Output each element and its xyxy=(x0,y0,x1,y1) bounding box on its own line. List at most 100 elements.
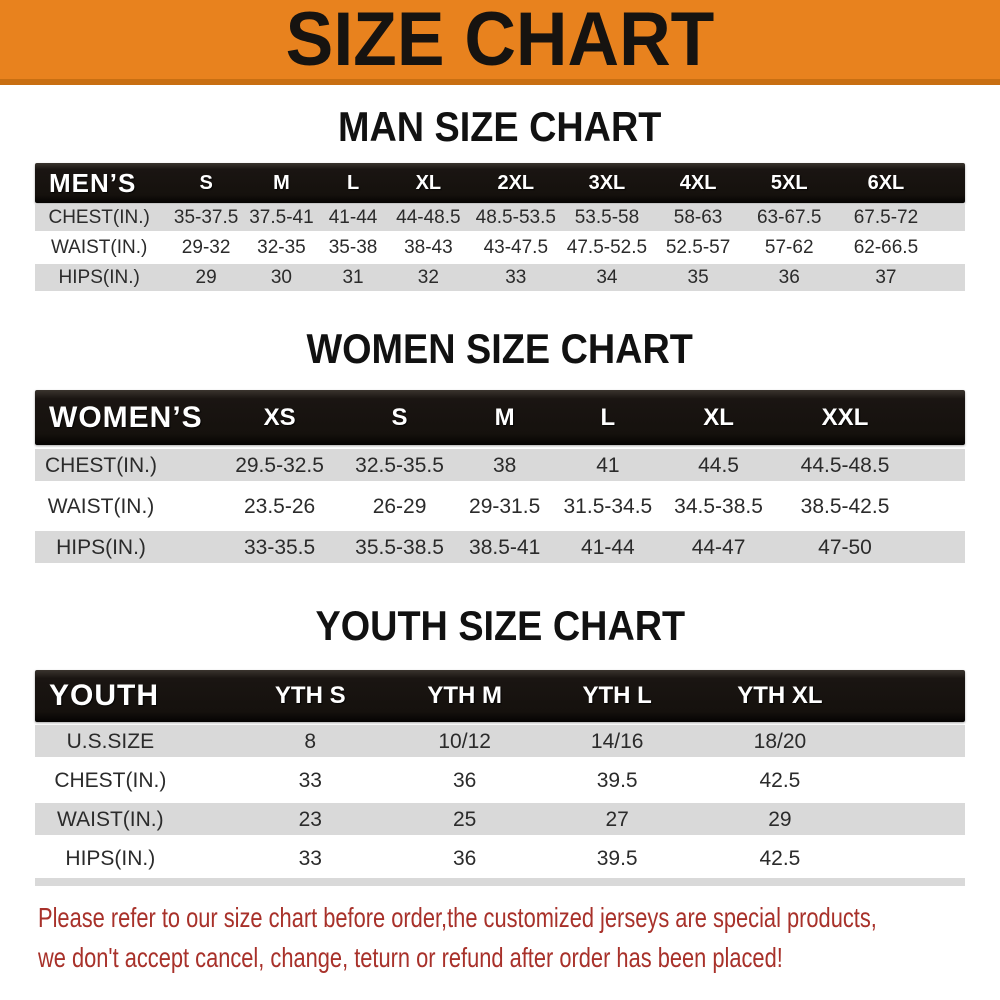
size-value: 23.5-26 xyxy=(243,494,316,518)
women-size-table: WOMEN’S XS S M L XL XXL CHEST(IN.) 29.5-32.5 32.5… xyxy=(35,390,965,568)
youth-row-chest-in: CHEST(IN.) 33 36 39.5 42.5 xyxy=(35,761,965,800)
men-size-column-header: 3XL xyxy=(588,171,626,194)
size-value: 31.5-34.5 xyxy=(563,494,653,518)
women-size-column-header: S xyxy=(391,403,408,431)
size-value: 39.5 xyxy=(596,768,638,792)
size-value: 31 xyxy=(342,267,364,288)
size-value: 44.5-48.5 xyxy=(800,453,890,477)
men-size-column-header: L xyxy=(346,171,360,194)
women-row-waist-in: WAIST(IN.) 23.5-26 26-29 29-31.5 31.5-34.5 34… xyxy=(35,486,965,527)
size-value: 8 xyxy=(304,729,317,753)
men-row-chest-in: CHEST(IN.) 35-37.5 37.5-41 41-44 44-48.5 48.5… xyxy=(35,203,965,233)
size-value: 34.5-38.5 xyxy=(674,494,763,518)
women-table-header-row: WOMEN’S XS S M L XL XXL xyxy=(35,390,965,445)
size-value: 33 xyxy=(298,846,322,870)
footer-line-1: Please refer to our size chart before or… xyxy=(38,902,877,933)
men-size-column-header: M xyxy=(273,171,290,194)
men-size-column-header: 2XL xyxy=(497,171,535,194)
men-row-waist-in: WAIST(IN.) 29-32 32-35 35-38 38-43 43-47.5 47.… xyxy=(35,233,965,263)
size-value: 14/16 xyxy=(590,729,644,753)
youth-size-column-header: YTH M xyxy=(427,682,502,709)
size-value: 53.5-58 xyxy=(574,207,640,228)
size-value: 36 xyxy=(778,267,800,288)
size-value: 47-50 xyxy=(818,535,872,559)
men-size-column-header: S xyxy=(199,171,213,194)
youth-size-column-header: YTH S xyxy=(274,682,346,709)
women-size-column-header: M xyxy=(494,403,515,431)
size-value: 58-63 xyxy=(673,207,723,228)
size-value: 38.5-42.5 xyxy=(800,494,890,518)
size-value: 39.5 xyxy=(596,846,638,870)
size-value: 37.5-41 xyxy=(249,207,314,228)
row-stripe-band xyxy=(35,234,965,261)
size-value: 29 xyxy=(195,267,217,288)
youth-row-hips-in: HIPS(IN.) 33 36 39.5 42.5 xyxy=(35,839,965,878)
size-value: 33 xyxy=(298,768,322,792)
row-label: CHEST(IN.) xyxy=(45,453,158,477)
footer-line-2: we don't accept cancel, change, teturn o… xyxy=(38,942,783,973)
youth-size-column-header: YTH XL xyxy=(737,682,823,709)
men-header-label: MEN’S xyxy=(49,167,137,198)
size-value: 32.5-35.5 xyxy=(355,453,444,477)
youth-header-label: YOUTH xyxy=(49,679,159,712)
size-value: 26-29 xyxy=(372,494,427,518)
size-value: 43-47.5 xyxy=(483,237,549,258)
size-value: 36 xyxy=(452,846,477,870)
size-value: 29-31.5 xyxy=(469,494,541,518)
size-value: 25 xyxy=(452,807,477,831)
size-value: 44-48.5 xyxy=(396,207,461,228)
size-value: 36 xyxy=(452,768,477,792)
women-size-column-header: XXL xyxy=(821,403,869,431)
size-value: 29-32 xyxy=(181,237,231,258)
row-label: WAIST(IN.) xyxy=(47,494,155,518)
youth-row-u-s-size: U.S.SIZE 8 10/12 14/16 18/20 xyxy=(35,722,965,761)
women-row-chest-in: CHEST(IN.) 29.5-32.5 32.5-35.5 38 41 44.5 44.5… xyxy=(35,445,965,486)
men-size-column-header: 5XL xyxy=(770,171,808,194)
women-size-column-header: L xyxy=(600,403,616,431)
size-value: 34 xyxy=(596,267,618,288)
youth-size-column-header: YTH L xyxy=(582,682,652,709)
size-value: 37 xyxy=(875,267,897,288)
size-value: 38.5-41 xyxy=(469,535,541,559)
footer-note-text: Please refer to our size chart before or… xyxy=(38,898,1000,978)
size-value: 62-66.5 xyxy=(853,237,919,258)
main-title: SIZE CHART xyxy=(285,0,715,82)
row-stripe-band xyxy=(35,449,965,481)
size-value: 44.5 xyxy=(698,453,739,477)
row-label: HIPS(IN.) xyxy=(56,535,146,559)
men-row-hips-in: HIPS(IN.) 29 30 31 32 33 34 35 36 37 xyxy=(35,263,965,293)
size-value: 23 xyxy=(298,807,322,831)
row-label: HIPS(IN.) xyxy=(58,267,140,288)
size-value: 38-43 xyxy=(404,237,453,258)
row-label: CHEST(IN.) xyxy=(54,768,167,792)
women-header-label: WOMEN’S xyxy=(49,400,203,434)
size-value: 41-44 xyxy=(328,207,378,228)
youth-section-title-text: YOUTH SIZE CHART xyxy=(315,602,685,649)
men-table-header-row: MEN’S S M L XL 2XL 3XL 4XL 5XL 6XL xyxy=(35,163,965,203)
size-value: 35 xyxy=(687,267,709,288)
banner: SIZE CHART xyxy=(0,0,1000,85)
row-stripe-band xyxy=(35,764,965,796)
row-label: CHEST(IN.) xyxy=(48,207,150,228)
size-value: 41 xyxy=(596,453,620,477)
size-value: 10/12 xyxy=(438,729,491,753)
size-value: 35-38 xyxy=(328,237,378,258)
size-value: 18/20 xyxy=(753,729,807,753)
content: MAN SIZE CHART MEN’S S M L XL 2XL 3XL 4XL 5XL 6XL… xyxy=(0,103,1000,886)
size-value: 67.5-72 xyxy=(853,207,919,228)
size-value: 63-67.5 xyxy=(756,207,822,228)
size-value: 47.5-52.5 xyxy=(566,237,648,258)
youth-table-header-row: YOUTH YTH S YTH M YTH L YTH XL xyxy=(35,670,965,722)
man-size-table: MEN’S S M L XL 2XL 3XL 4XL 5XL 6XL CHEST(IN.) 35-37… xyxy=(35,163,965,293)
size-value: 41-44 xyxy=(581,535,635,559)
size-value: 35.5-38.5 xyxy=(355,535,444,559)
youth-size-section: YOUTH SIZE CHART YOUTH YTH S YTH M YTH L YTH… xyxy=(0,602,1000,886)
row-stripe-band xyxy=(35,803,965,835)
youth-section-title: YOUTH SIZE CHART xyxy=(0,602,1000,649)
youth-row-waist-in: WAIST(IN.) 23 25 27 29 xyxy=(35,800,965,839)
row-stripe-band xyxy=(35,842,965,874)
man-section-title-text: MAN SIZE CHART xyxy=(338,103,662,150)
size-value: 30 xyxy=(270,267,293,288)
size-value: 42.5 xyxy=(759,846,801,870)
size-value: 48.5-53.5 xyxy=(475,207,556,228)
